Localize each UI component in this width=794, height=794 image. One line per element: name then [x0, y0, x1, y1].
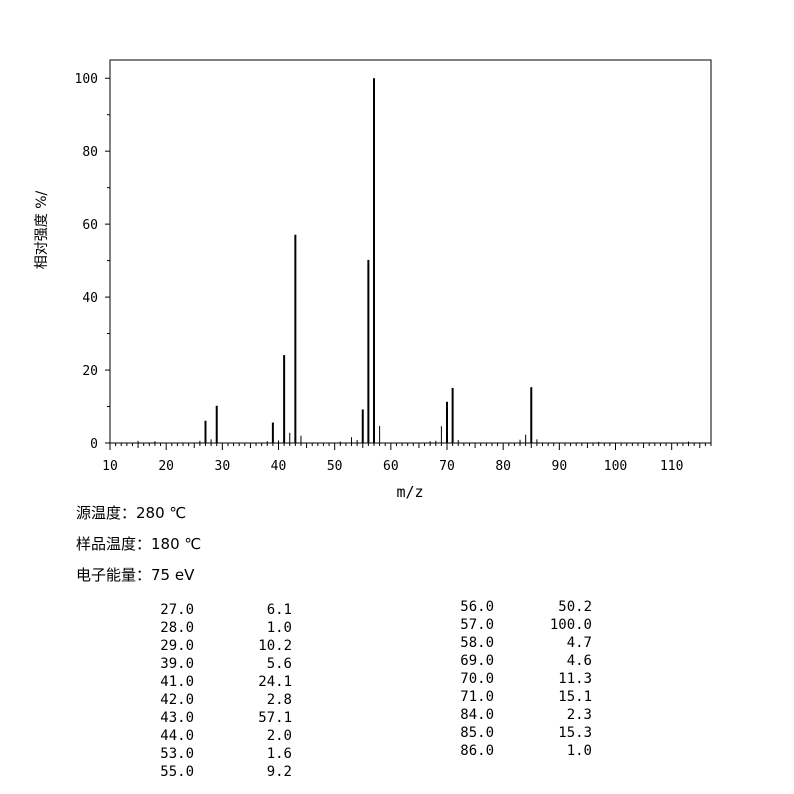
- peak-abundance: 1.0: [566, 743, 592, 759]
- peak-row: 86.0 1.0: [452, 742, 592, 760]
- peak-abundance: 2.3: [566, 707, 592, 723]
- source-temperature: 源温度：280 ℃: [76, 504, 187, 522]
- x-axis-label: m/z: [396, 483, 423, 500]
- peak-row: 43.0 57.1: [152, 709, 292, 727]
- peak-row: 29.0 10.2: [152, 637, 292, 655]
- peak-abundance: 11.3: [558, 671, 592, 687]
- peak-abundance: 57.1: [258, 710, 292, 726]
- electron-energy: 电子能量：75 eV: [76, 566, 195, 584]
- peak-row: 27.0 6.1: [152, 601, 292, 619]
- x-tick-label: 40: [271, 459, 287, 474]
- peak-mz: 57.0: [460, 617, 494, 633]
- peak-row: 44.0 2.0: [152, 727, 292, 745]
- peak-abundance: 1.6: [266, 746, 292, 762]
- measurement-conditions: 源温度：280 ℃ 样品温度：180 ℃ 电子能量：75 eV: [76, 498, 201, 591]
- peak-row: 55.0 9.2: [152, 763, 292, 781]
- y-axis: 0 20 40 60 80 100: [75, 72, 110, 452]
- peak-abundance: 6.1: [266, 602, 292, 618]
- y-tick-label: 0: [90, 437, 98, 452]
- y-tick-label: 20: [82, 364, 98, 379]
- x-tick-label: 90: [552, 459, 568, 474]
- peak-row: 53.0 1.6: [152, 745, 292, 763]
- y-tick-label: 100: [75, 72, 98, 87]
- peak-row: 41.0 24.1: [152, 673, 292, 691]
- peak-row: 42.0 2.8: [152, 691, 292, 709]
- peak-row: 28.0 1.0: [152, 619, 292, 637]
- peak-row: 84.0 2.3: [452, 706, 592, 724]
- spectrum-peaks: [137, 78, 690, 443]
- peak-mz: 41.0: [160, 674, 194, 690]
- peak-mz: 69.0: [460, 653, 494, 669]
- x-tick-label: 30: [215, 459, 231, 474]
- y-axis-label-text: 相对强度 %/: [34, 190, 50, 269]
- peak-mz: 29.0: [160, 638, 194, 654]
- peak-mz: 42.0: [160, 692, 194, 708]
- peak-row: 56.0 50.2: [452, 598, 592, 616]
- peak-mz: 44.0: [160, 728, 194, 744]
- peak-mz: 58.0: [460, 635, 494, 651]
- peak-abundance: 5.6: [266, 656, 292, 672]
- y-tick-label: 60: [82, 218, 98, 233]
- peak-mz: 70.0: [460, 671, 494, 687]
- peak-mz: 55.0: [160, 764, 194, 780]
- peak-row: 58.0 4.7: [452, 634, 592, 652]
- peak-abundance: 15.3: [558, 725, 592, 741]
- x-tick-label: 10: [102, 459, 118, 474]
- peak-mz: 43.0: [160, 710, 194, 726]
- x-tick-label: 50: [327, 459, 343, 474]
- peak-abundance: 15.1: [558, 689, 592, 705]
- peak-mz: 84.0: [460, 707, 494, 723]
- x-tick-label: 80: [495, 459, 511, 474]
- y-tick-label: 40: [82, 291, 98, 306]
- peak-row: 69.0 4.6: [452, 652, 592, 670]
- peak-mz: 85.0: [460, 725, 494, 741]
- peak-abundance: 100.0: [549, 617, 592, 633]
- peak-abundance: 24.1: [258, 674, 292, 690]
- peak-abundance: 4.7: [566, 635, 592, 651]
- peak-row: 57.0 100.0: [452, 616, 592, 634]
- peak-abundance: 10.2: [258, 638, 292, 654]
- peak-table-right: 56.0 50.2 57.0 100.0 58.0 4.7 69.0 4.6 70.0 11.3 7…: [452, 598, 592, 760]
- x-tick-label: 100: [604, 459, 627, 474]
- plot-frame: [109, 59, 712, 444]
- peak-mz: 39.0: [160, 656, 194, 672]
- peak-abundance: 1.0: [266, 620, 292, 636]
- y-tick-label: 80: [82, 145, 98, 160]
- y-axis-label: 相对强度 %/: [34, 190, 50, 269]
- peak-row: 70.0 11.3: [452, 670, 592, 688]
- peak-row: 39.0 5.6: [152, 655, 292, 673]
- x-tick-label: 70: [439, 459, 455, 474]
- sample-temperature: 样品温度：180 ℃: [76, 535, 202, 553]
- x-tick-label: 20: [158, 459, 174, 474]
- x-tick-label: 60: [383, 459, 399, 474]
- peak-abundance: 2.8: [266, 692, 292, 708]
- peak-mz: 56.0: [460, 599, 494, 615]
- peak-row: 71.0 15.1: [452, 688, 592, 706]
- peak-mz: 27.0: [160, 602, 194, 618]
- x-axis: 10 20 30 40 50 60 70 80 90 100 110: [102, 443, 712, 474]
- x-tick-label: 110: [660, 459, 683, 474]
- peak-mz: 53.0: [160, 746, 194, 762]
- peak-mz: 71.0: [460, 689, 494, 705]
- peak-abundance: 4.6: [566, 653, 592, 669]
- peak-abundance: 9.2: [266, 764, 292, 780]
- peak-abundance: 50.2: [558, 599, 592, 615]
- peak-mz: 86.0: [460, 743, 494, 759]
- peak-abundance: 2.0: [266, 728, 292, 744]
- mass-spectrum-chart: 0 20 40 60 80 100 10 20 30 40 50 60 70 80 90 100 110 m/…: [34, 59, 712, 500]
- peak-table-left: 27.0 6.1 28.0 1.0 29.0 10.2 39.0 5.6 41.0 24.1 42.…: [152, 601, 292, 781]
- peak-row: 85.0 15.3: [452, 724, 592, 742]
- peak-mz: 28.0: [160, 620, 194, 636]
